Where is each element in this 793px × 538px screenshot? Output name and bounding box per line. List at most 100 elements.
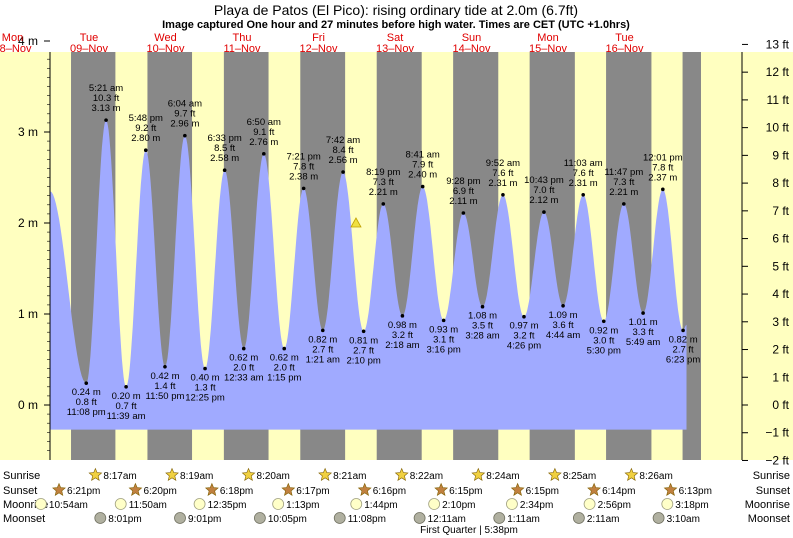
sunrise-time: 8:20am: [257, 471, 290, 482]
low-tide-point: [361, 329, 366, 334]
chart-title: Playa de Patos (El Pico): rising ordinar…: [214, 2, 578, 18]
sunrise-time: 8:22am: [410, 471, 443, 482]
high-tide-label: 6.9 ft: [453, 186, 474, 197]
low-tide-label: 0.92 m: [589, 325, 618, 336]
day-name: Wed: [154, 32, 176, 44]
moonrise-time: 3:18pm: [675, 500, 708, 511]
sunset-time: 6:16pm: [373, 486, 406, 497]
day-labels: Mon08–NovTue09–NovWed10–NovThu11–NovFri1…: [0, 32, 644, 55]
chart-subtitle: Image captured One hour and 27 minutes b…: [162, 19, 630, 31]
low-tide-point: [241, 346, 246, 351]
low-tide-label: 6:23 pm: [666, 354, 700, 365]
row-label-right: Sunset: [756, 485, 790, 497]
high-tide-label: 6:33 pm: [207, 133, 241, 144]
left-tick-label: 2 m: [18, 216, 38, 230]
sunset-icon: [587, 482, 601, 496]
low-tide-point: [124, 385, 128, 389]
day-name: Mon: [537, 32, 558, 44]
high-tide-label: 7.3 ft: [373, 177, 394, 188]
low-tide-point: [163, 364, 167, 369]
high-tide-label: 2.56 m: [329, 155, 358, 166]
right-tick-label: 9 ft: [772, 148, 789, 162]
day-name: Thu: [233, 32, 252, 44]
low-tide-point: [84, 381, 89, 385]
high-tide-label: 7:42 am: [326, 135, 360, 146]
high-tide-label: 2.31 m: [488, 178, 517, 189]
sunrise-icon: [241, 467, 256, 481]
high-tide-label: 8.5 ft: [214, 143, 235, 154]
sunrise-time: 8:26am: [639, 471, 672, 482]
sunrise-time: 8:19am: [180, 471, 213, 482]
low-tide-label: 5:49 am: [626, 337, 660, 348]
high-tide-label: 8.4 ft: [332, 145, 353, 156]
day-date: 16–Nov: [606, 43, 644, 55]
moonset-time: 11:08pm: [348, 514, 386, 525]
low-tide-point: [282, 346, 287, 351]
moonset-time: 12:11am: [428, 514, 466, 525]
low-tide-label: 4:26 pm: [507, 341, 541, 352]
row-label-right: Sunrise: [753, 470, 790, 482]
high-tide-label: 7:21 pm: [286, 151, 320, 162]
sunset-icon: [434, 482, 449, 496]
moonrise-time: 2:34pm: [520, 500, 553, 511]
high-tide-label: 12:01 pm: [643, 152, 683, 163]
low-tide-label: 1.3 ft: [194, 383, 215, 394]
low-tide-point: [522, 314, 526, 319]
moonrise-time: 12:35pm: [208, 500, 247, 511]
high-tide-label: 7.0 ft: [533, 185, 554, 196]
low-tide-label: 0.20 m: [112, 391, 141, 402]
moonrise-icon: [583, 498, 596, 510]
sunset-time: 6:21pm: [67, 486, 100, 497]
low-tide-label: 3.1 ft: [433, 334, 454, 345]
high-tide-label: 2.38 m: [289, 171, 318, 182]
day-name: Tue: [615, 32, 634, 44]
low-tide-label: 0.81 m: [349, 335, 378, 346]
moonrise-icon: [506, 498, 518, 510]
low-tide-label: 3:28 am: [465, 331, 499, 342]
low-tide-label: 2.7 ft: [312, 344, 333, 355]
sunrise-icon: [318, 467, 333, 481]
right-axis-feet: 13 ft 12 ft 11 ft 10 ft 9 ft 8 ft 7 ft 6 ft 5 ft…: [741, 37, 790, 467]
day-date: 15–Nov: [529, 43, 567, 55]
day-name: Fri: [312, 32, 325, 44]
day-name: Sat: [387, 32, 404, 44]
high-tide-label: 9.7 ft: [174, 109, 195, 120]
moonrise-time: 2:56pm: [598, 500, 631, 511]
high-tide-point: [301, 186, 306, 191]
low-tide-point: [561, 304, 565, 308]
high-tide-label: 2.12 m: [529, 195, 558, 206]
low-tide-label: 3.2 ft: [392, 330, 413, 341]
left-tick-label: 1 m: [18, 307, 38, 321]
high-tide-point: [542, 210, 546, 214]
high-tide-label: 3.13 m: [92, 103, 121, 114]
high-tide-point: [143, 148, 148, 152]
low-tide-label: 11:39 am: [107, 411, 146, 422]
sunset-icon: [128, 482, 143, 496]
low-tide-point: [641, 311, 645, 315]
low-tide-label: 0.8 ft: [76, 397, 97, 408]
left-axis-bar: [0, 52, 50, 460]
high-tide-label: 7.6 ft: [573, 168, 594, 179]
day-name: Tue: [80, 32, 99, 44]
low-tide-label: 11:08 pm: [67, 407, 106, 418]
high-tide-label: 7.9 ft: [412, 160, 433, 171]
right-tick-label: 3 ft: [772, 315, 789, 329]
sunrise-icon: [547, 467, 562, 481]
high-tide-point: [501, 192, 505, 197]
high-tide-label: 11:47 pm: [604, 167, 643, 178]
moonset-time: 8:01pm: [108, 514, 141, 525]
low-tide-label: 0.98 m: [388, 320, 417, 331]
moonrise-icon: [661, 498, 674, 510]
row-label-right: Moonrise: [745, 499, 790, 511]
high-tide-label: 5:21 am: [89, 83, 123, 94]
day-date: 11–Nov: [223, 43, 261, 55]
high-tide-label: 5:48 pm: [129, 113, 163, 124]
sunset-icon: [663, 482, 678, 496]
night-band: [682, 52, 701, 460]
day-date: 14–Nov: [453, 43, 491, 55]
sunset-time: 6:18pm: [220, 486, 253, 497]
high-tide-point: [183, 133, 187, 138]
low-tide-label: 1.09 m: [549, 310, 578, 321]
low-tide-label: 0.82 m: [308, 334, 337, 345]
right-tick-label: 1 ft: [772, 370, 789, 384]
